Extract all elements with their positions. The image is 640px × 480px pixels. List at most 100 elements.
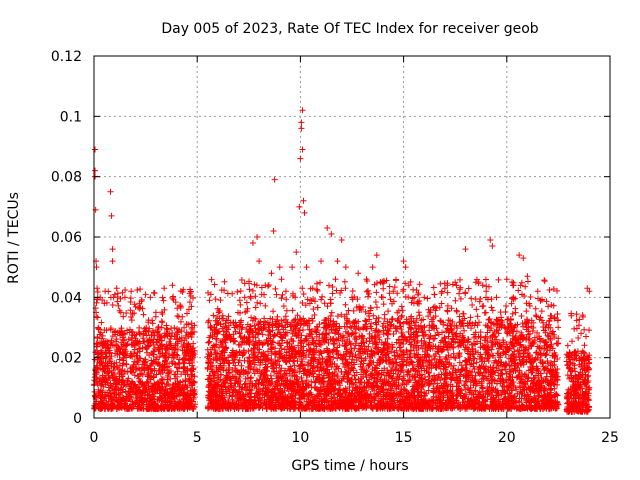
data-point xyxy=(186,356,193,363)
data-point xyxy=(471,376,478,383)
data-point xyxy=(140,311,147,318)
data-point xyxy=(121,351,128,358)
data-point xyxy=(109,333,116,340)
data-point xyxy=(555,335,562,342)
data-point xyxy=(169,382,176,389)
data-point xyxy=(93,341,100,348)
data-point xyxy=(174,364,181,371)
data-point xyxy=(431,355,438,362)
data-point xyxy=(117,295,124,302)
data-point xyxy=(342,342,349,349)
data-point xyxy=(155,331,162,338)
data-point xyxy=(488,319,495,326)
data-point xyxy=(542,385,549,392)
data-point xyxy=(270,333,277,340)
data-point xyxy=(102,288,109,295)
data-point xyxy=(110,342,117,349)
data-point xyxy=(104,404,111,411)
data-point xyxy=(162,392,169,399)
data-point xyxy=(119,362,126,369)
data-point xyxy=(307,346,314,353)
data-point xyxy=(98,399,105,406)
data-point xyxy=(427,334,434,341)
data-point xyxy=(299,378,306,385)
data-point xyxy=(188,303,195,310)
data-point xyxy=(177,391,184,398)
data-point xyxy=(453,391,460,398)
data-point xyxy=(434,329,441,336)
data-point xyxy=(407,377,414,384)
data-point xyxy=(251,322,258,329)
data-point xyxy=(145,319,152,326)
data-point xyxy=(163,347,170,354)
data-point xyxy=(459,334,466,341)
data-point xyxy=(157,342,164,349)
data-point xyxy=(140,338,147,345)
data-point xyxy=(470,340,477,347)
data-point xyxy=(115,379,122,386)
data-point xyxy=(183,310,190,317)
data-point xyxy=(124,340,131,347)
data-point xyxy=(185,321,192,328)
data-point xyxy=(178,371,185,378)
data-point xyxy=(96,375,103,382)
data-point xyxy=(555,324,562,331)
data-point xyxy=(434,373,441,380)
data-point xyxy=(143,325,150,332)
data-point xyxy=(451,354,458,361)
data-point xyxy=(185,395,192,402)
data-point xyxy=(154,360,161,367)
data-point xyxy=(390,380,397,387)
data-point xyxy=(174,313,181,320)
data-point xyxy=(132,366,139,373)
data-point xyxy=(390,331,397,338)
data-point xyxy=(189,379,196,386)
data-point xyxy=(101,368,108,375)
data-point xyxy=(129,329,136,336)
data-point xyxy=(186,290,193,297)
data-point xyxy=(393,366,400,373)
data-point xyxy=(128,334,135,341)
data-point xyxy=(524,391,531,398)
data-point xyxy=(166,342,173,349)
data-point xyxy=(238,326,245,333)
data-point xyxy=(175,359,182,366)
data-point xyxy=(162,349,169,356)
data-point xyxy=(223,367,230,374)
data-point xyxy=(519,390,526,397)
data-point xyxy=(217,371,224,378)
data-point xyxy=(155,384,162,391)
data-point xyxy=(175,383,182,390)
data-point xyxy=(171,371,178,378)
data-point xyxy=(413,315,420,322)
data-point xyxy=(252,334,259,341)
data-point xyxy=(280,326,287,333)
data-point xyxy=(143,379,150,386)
data-point xyxy=(159,294,166,301)
data-point xyxy=(498,391,505,398)
data-point xyxy=(188,320,195,327)
data-point xyxy=(310,397,317,404)
data-point xyxy=(130,389,137,396)
data-point xyxy=(437,317,444,324)
data-point xyxy=(130,341,137,348)
data-point xyxy=(146,392,153,399)
data-point xyxy=(118,339,125,346)
data-point xyxy=(513,340,520,347)
data-point xyxy=(121,352,128,359)
data-point xyxy=(103,353,110,360)
data-point xyxy=(323,358,330,365)
data-point xyxy=(461,381,468,388)
data-point xyxy=(245,369,252,376)
data-point xyxy=(249,317,256,324)
data-point xyxy=(147,338,154,345)
data-point xyxy=(165,380,172,387)
data-point xyxy=(130,350,137,357)
data-point xyxy=(181,324,188,331)
data-point xyxy=(108,397,115,404)
data-point xyxy=(99,392,106,399)
data-point xyxy=(463,361,470,368)
data-point xyxy=(182,400,189,407)
data-point xyxy=(141,338,148,345)
data-point xyxy=(114,298,121,305)
